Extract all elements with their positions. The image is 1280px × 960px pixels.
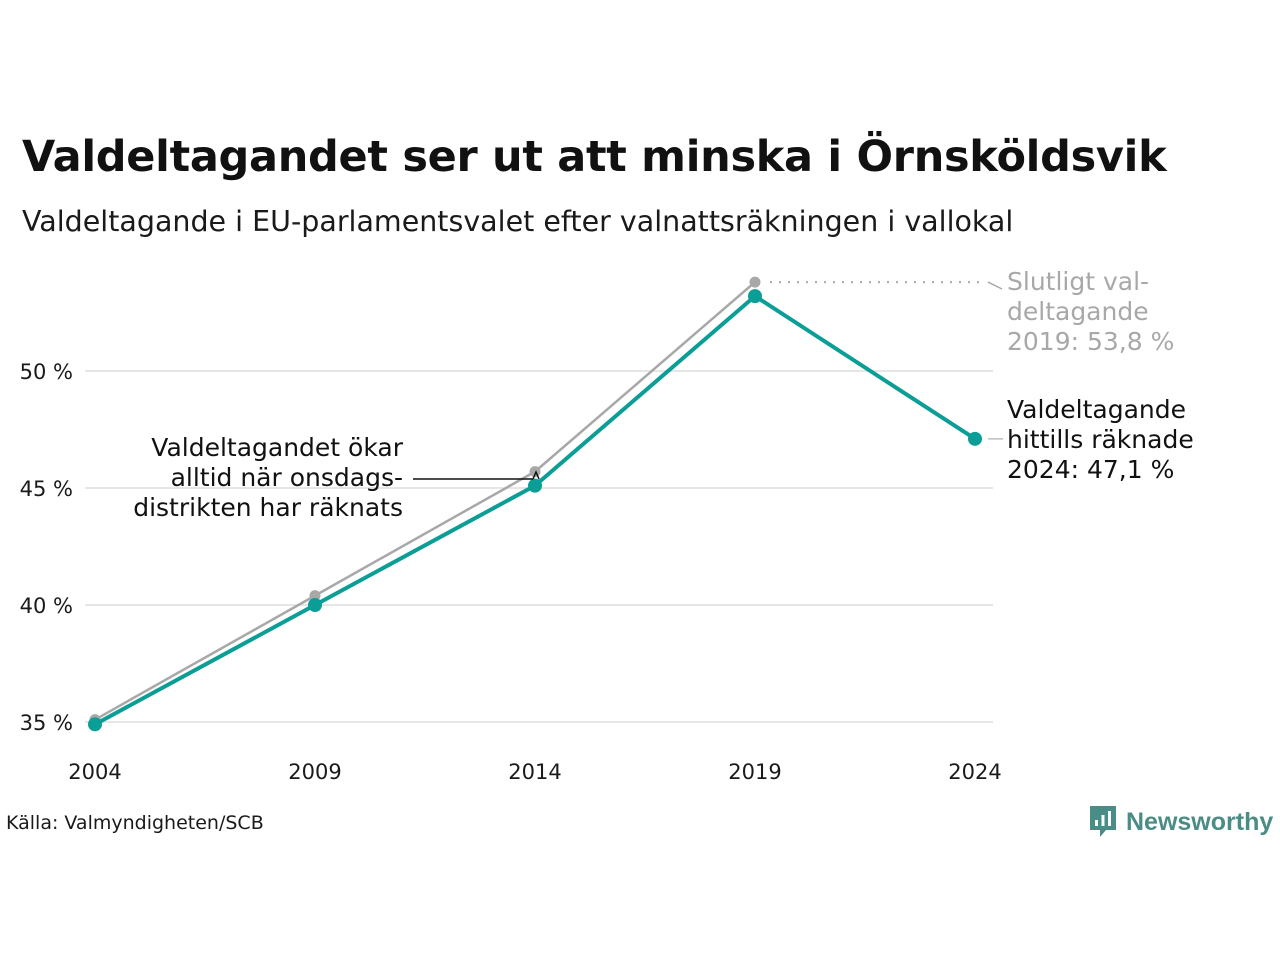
x-axis-ticks: 2004 2009 2014 2019 2024: [68, 760, 1001, 784]
preliminary-turnout-point-2004: [88, 717, 102, 732]
chart-subtitle: Valdeltagande i EU-parlamentsvalet efter…: [22, 205, 1014, 238]
y-axis-ticks: 35 % 40 % 45 % 50 %: [20, 360, 73, 735]
final-2019-connector: [987, 281, 1003, 290]
y-tick-label-35: 35 %: [20, 711, 73, 735]
brand-name: Newsworthy: [1126, 807, 1274, 836]
wednesday-label-line: Valdeltagandet ökar: [151, 433, 403, 462]
current-2024-label-line: 2024: 47,1 %: [1007, 455, 1174, 484]
wednesday-arrowhead: [532, 470, 540, 480]
current-2024-label-line: hittills räknade: [1007, 425, 1194, 454]
final-turnout-point-2019: [749, 276, 761, 288]
final-turnout-point-2009: [309, 590, 321, 602]
current-2024-label-line: Valdeltagande: [1007, 395, 1186, 424]
preliminary-turnout-point-2024: [968, 431, 982, 446]
final-2019-label-line: deltagande: [1007, 297, 1149, 326]
y-tick-label-45: 45 %: [20, 477, 73, 501]
x-tick-label-2014: 2014: [508, 760, 561, 784]
y-tick-label-40: 40 %: [20, 594, 73, 618]
y-tick-label-50: 50 %: [20, 360, 73, 384]
series-layer: [88, 276, 982, 732]
x-tick-label-2004: 2004: [68, 760, 121, 784]
newsworthy-logo-icon: [1090, 806, 1116, 837]
preliminary-turnout-point-2019: [748, 289, 762, 304]
x-tick-label-2009: 2009: [288, 760, 341, 784]
grid-lines: [85, 370, 993, 723]
final-turnout-line: [93, 280, 757, 721]
final-2019-label-line: 2019: 53,8 %: [1007, 327, 1174, 356]
x-tick-label-2024: 2024: [948, 760, 1001, 784]
final-2019-label-line: Slutligt val-: [1007, 267, 1149, 296]
source-note: Källa: Valmyndigheten/SCB: [6, 812, 264, 834]
wednesday-label-line: distrikten har räknats: [133, 493, 403, 522]
wednesday-label-line: alltid när onsdags-: [171, 463, 403, 492]
x-tick-label-2019: 2019: [728, 760, 781, 784]
chart-title: Valdeltagandet ser ut att minska i Örnsk…: [22, 132, 1167, 182]
preliminary-turnout-point-2014: [528, 478, 542, 493]
preliminary-turnout-point-2009: [308, 598, 322, 612]
brand-logo: Newsworthy: [1088, 804, 1273, 840]
